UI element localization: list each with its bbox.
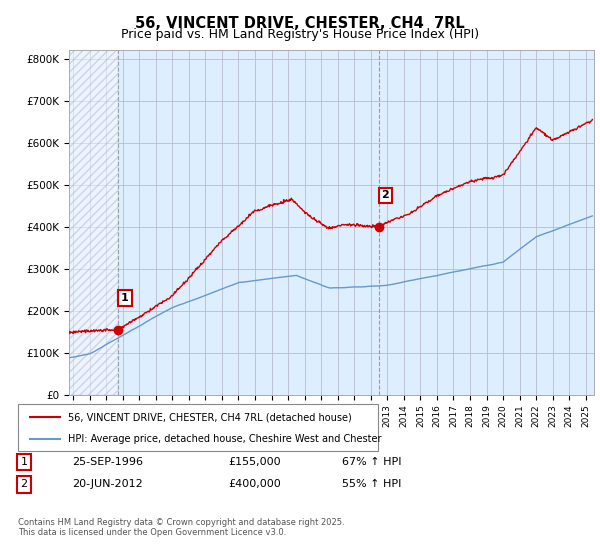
Text: 55% ↑ HPI: 55% ↑ HPI bbox=[342, 479, 401, 489]
Text: 67% ↑ HPI: 67% ↑ HPI bbox=[342, 457, 401, 467]
Text: 56, VINCENT DRIVE, CHESTER, CH4  7RL: 56, VINCENT DRIVE, CHESTER, CH4 7RL bbox=[135, 16, 465, 31]
Text: 25-SEP-1996: 25-SEP-1996 bbox=[72, 457, 143, 467]
Bar bbox=[69, 50, 118, 395]
Text: £155,000: £155,000 bbox=[228, 457, 281, 467]
Text: 56, VINCENT DRIVE, CHESTER, CH4 7RL (detached house): 56, VINCENT DRIVE, CHESTER, CH4 7RL (det… bbox=[68, 412, 352, 422]
Text: £400,000: £400,000 bbox=[228, 479, 281, 489]
Text: Contains HM Land Registry data © Crown copyright and database right 2025.
This d: Contains HM Land Registry data © Crown c… bbox=[18, 518, 344, 538]
Text: 2: 2 bbox=[381, 190, 389, 200]
Text: Price paid vs. HM Land Registry's House Price Index (HPI): Price paid vs. HM Land Registry's House … bbox=[121, 28, 479, 41]
Text: HPI: Average price, detached house, Cheshire West and Chester: HPI: Average price, detached house, Ches… bbox=[68, 434, 382, 444]
Text: 20-JUN-2012: 20-JUN-2012 bbox=[72, 479, 143, 489]
FancyBboxPatch shape bbox=[18, 404, 378, 451]
Text: 2: 2 bbox=[20, 479, 28, 489]
Text: 1: 1 bbox=[121, 293, 129, 303]
Text: 1: 1 bbox=[20, 457, 28, 467]
